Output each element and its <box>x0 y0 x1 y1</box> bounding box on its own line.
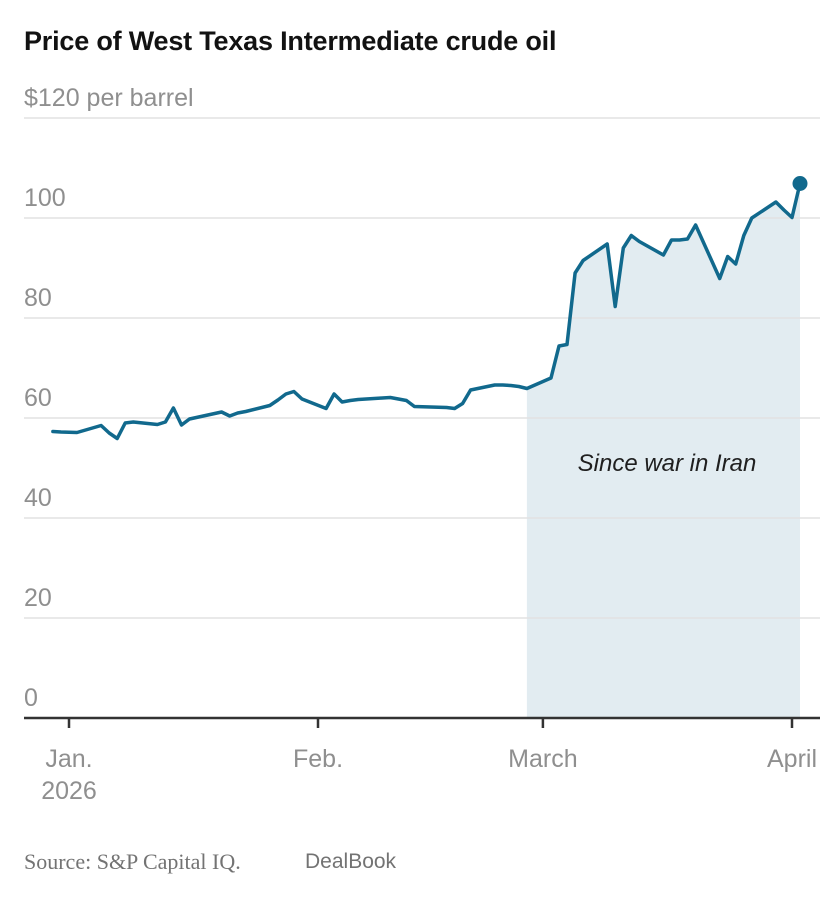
y-axis-label: $120 per barrel <box>24 84 194 112</box>
y-axis-label: 60 <box>24 384 52 412</box>
brand-label: DealBook <box>305 850 397 873</box>
source-line: Source: S&P Capital IQ. DealBook <box>0 849 840 879</box>
shaded-region <box>526 183 800 718</box>
y-axis-label: 100 <box>24 184 66 212</box>
shaded-region-annotation: Since war in Iran <box>577 450 757 477</box>
chart-title: Price of West Texas Intermediate crude o… <box>24 26 557 56</box>
x-axis-label: Jan. 2026 <box>41 745 97 805</box>
x-axis-label: March <box>508 745 578 773</box>
y-axis-label: 20 <box>24 584 52 612</box>
source-credit: Source: S&P Capital IQ. <box>24 849 241 874</box>
x-axis-label: Feb. <box>292 745 344 773</box>
x-axis-sublabel: 2026 <box>41 777 97 805</box>
endpoint-marker <box>792 176 808 191</box>
x-axis-label: April <box>766 745 818 773</box>
y-axis-label: 80 <box>24 284 52 312</box>
y-axis-label: 40 <box>24 484 52 512</box>
y-axis-label: 0 <box>24 684 38 712</box>
price-line <box>51 181 802 441</box>
